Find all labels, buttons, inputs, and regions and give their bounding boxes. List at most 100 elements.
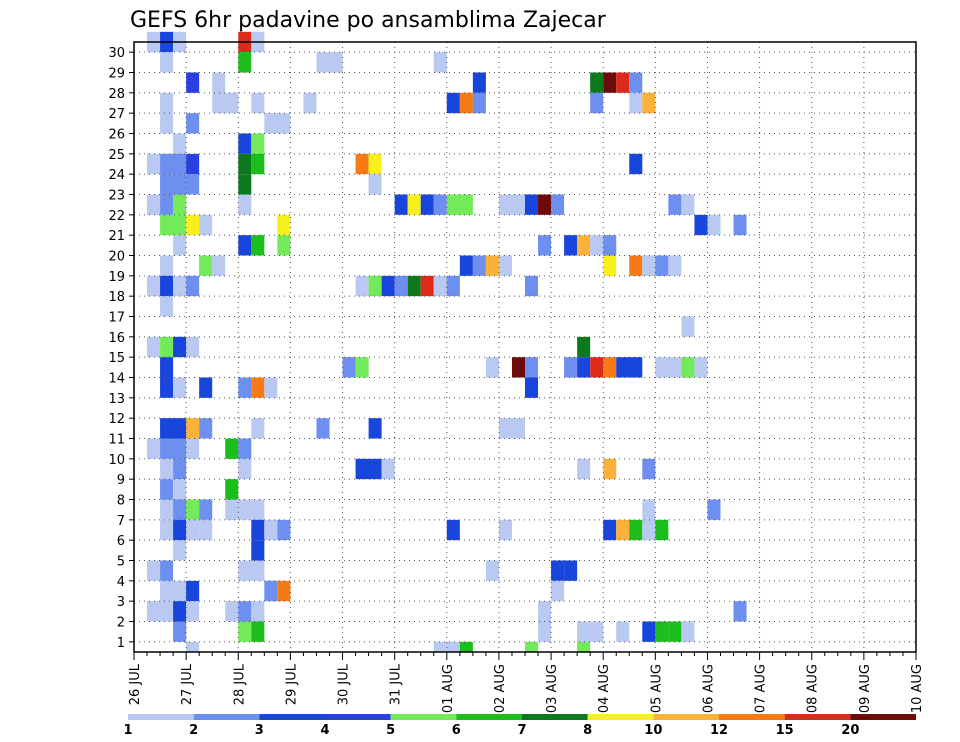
heatmap-cell [238,601,252,622]
heatmap-cell [173,275,187,297]
heatmap-cell [368,174,382,195]
heatmap-cell [238,133,252,154]
heatmap-cell [420,194,434,215]
heatmap-cell [577,336,591,358]
colorbar-legend: 1 2 3 4 5 6 7 8 10 12 15 20 [123,714,916,738]
colorbar-label: 6 [452,723,461,738]
heatmap-cell [160,275,174,297]
heatmap-cell [186,499,200,520]
x-tick-label: 28 JUL [232,663,247,705]
heatmap-cell [251,377,265,398]
colorbar-swatch [128,714,194,720]
heatmap-cell [642,519,656,541]
heatmap-cell [420,275,434,297]
y-tick-label: 1 [117,636,125,651]
colorbar-swatch [390,714,457,720]
colorbar-swatch [259,714,325,720]
heatmap-cell [199,499,213,520]
heatmap-cell [642,458,656,480]
heatmap-cell [277,519,291,541]
x-tick-label: 08 AUG [806,664,821,713]
y-tick-label: 8 [117,494,125,509]
heatmap-cell [681,316,695,337]
heatmap-cell [173,235,187,256]
heatmap-cell [629,519,643,541]
heatmap-cell [590,357,604,378]
colorbar-label: 8 [583,723,592,738]
heatmap-cell [251,92,265,114]
heatmap-cell [264,377,278,398]
x-tick-label: 10 AUG [910,664,925,713]
y-tick-label: 11 [108,433,125,448]
y-tick-label: 22 [108,209,125,224]
heatmap-cell [199,418,213,439]
heatmap-cell [381,458,395,480]
heatmap-cell [147,194,161,215]
colorbar-label: 15 [776,723,794,738]
heatmap-cell [160,458,174,480]
y-tick-label: 18 [108,290,125,305]
heatmap-cell [199,255,213,276]
heatmap-cell [498,418,525,439]
heatmap-cell [498,255,512,276]
y-tick-label: 4 [117,575,125,590]
heatmap-cell [655,357,682,378]
heatmap-cell [173,336,187,358]
colorbar-label: 12 [710,723,728,738]
x-axis-ticks: 26 JUL 27 JUL 28 JUL 29 JUL 30 JUL 31 JUL 01 A… [128,652,925,713]
heatmap-cell [160,438,187,459]
x-tick-label: 26 JUL [128,663,143,705]
heatmap-cell [225,601,239,622]
heatmap-cell [459,641,473,652]
heatmap-cell [199,377,213,398]
heatmap-cell [655,519,669,541]
heatmap-cell [277,235,291,256]
heatmap-cell [446,519,460,541]
heatmap-cell [238,621,252,642]
y-tick-label: 27 [108,107,125,122]
heatmap-cell [525,641,539,652]
heatmap-cell [160,113,174,134]
colorbar-label: 3 [255,723,264,738]
heatmap-cell [525,357,539,378]
heatmap-cell [472,72,486,93]
colorbar-swatch [193,714,260,720]
heatmap-cell [538,235,552,256]
heatmap-cell [173,458,187,480]
heatmap-cell [186,174,200,195]
heatmap-cell [459,255,473,276]
heatmap-cell [629,153,643,175]
colorbar-label: 7 [517,723,526,738]
heatmap-cell [603,519,617,541]
heatmap-cell [238,458,252,480]
heatmap-cell [238,194,252,215]
heatmap-cell [277,580,291,602]
y-tick-label: 9 [117,473,125,488]
heatmap-cell [433,52,447,73]
heatmap-cell [225,438,239,459]
heatmap-cell [173,540,187,561]
heatmap-cell [212,72,226,93]
heatmap-cell [433,194,447,215]
x-tick-label: 07 AUG [754,664,769,713]
heatmap-cell [707,499,721,520]
heatmap-cell [160,153,187,175]
heatmap-cell [160,580,174,602]
heatmap-cell [238,438,252,459]
heatmap-cell [173,580,187,602]
heatmap-cell [733,601,747,622]
heatmap-cell [446,194,473,215]
heatmap-cell [186,72,200,93]
heatmap-cell [733,214,747,236]
y-tick-label: 2 [117,616,125,631]
heatmap-cells [147,31,747,652]
heatmap-cell [642,255,656,276]
heatmap-cell [160,560,174,581]
colorbar-label: 1 [123,723,132,738]
heatmap-cell [694,357,708,378]
heatmap-cell [160,296,174,317]
heatmap-cell [642,92,656,114]
heatmap-cell [616,357,643,378]
heatmap-cell [564,235,578,256]
colorbar-swatch [587,714,654,720]
